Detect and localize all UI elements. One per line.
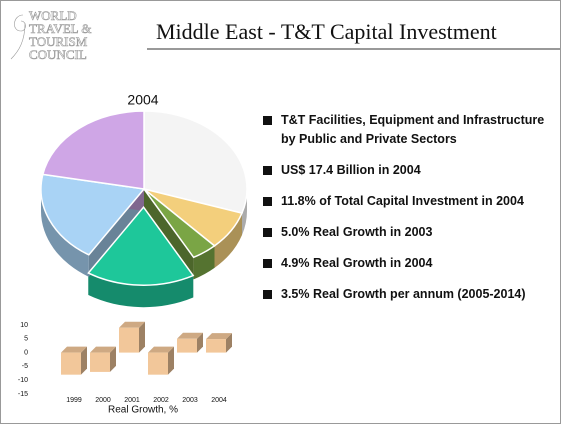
- bullet-list: T&T Facilities, Equipment and Infrastruc…: [263, 111, 553, 316]
- logo-line: WORLD: [29, 8, 77, 23]
- bar-top: [206, 333, 232, 340]
- pie-side: [88, 273, 194, 308]
- bullet: 5.0% Real Growth in 2003: [263, 223, 553, 242]
- bar-top: [90, 346, 116, 353]
- bullet: 11.8% of Total Capital Investment in 200…: [263, 192, 553, 211]
- pie-title: 2004: [127, 92, 158, 108]
- pie-slice: [40, 173, 146, 256]
- bar: [119, 327, 139, 353]
- logo: WORLD TRAVEL & TOURISM COUNCIL: [10, 8, 92, 62]
- x-tick-label: 2004: [211, 397, 227, 404]
- slide-title: Middle East - T&T Capital Investment: [156, 19, 497, 44]
- bar-top: [119, 321, 145, 328]
- pie-slice: [143, 110, 248, 214]
- logo-line: TRAVEL &: [29, 21, 91, 36]
- bar: [148, 352, 168, 375]
- bar-side: [197, 332, 203, 353]
- bar: [177, 338, 197, 353]
- bar-side: [226, 333, 232, 353]
- x-tick-label: 2001: [124, 397, 140, 404]
- x-tick-label: 2003: [182, 397, 198, 404]
- pie-side: [144, 189, 194, 280]
- bullet: US$ 17.4 Billion in 2004: [263, 161, 553, 180]
- y-tick-label: -15: [18, 391, 28, 398]
- x-tick-label: 2002: [153, 397, 169, 404]
- x-axis-label: Real Growth, %: [108, 405, 178, 416]
- y-tick-label: 0: [24, 349, 28, 356]
- bar-side: [110, 346, 116, 372]
- pie-side: [193, 245, 215, 280]
- bar-side: [168, 346, 174, 375]
- pie-side: [214, 213, 242, 268]
- pie-slice: [143, 188, 216, 259]
- bar-top: [177, 332, 203, 339]
- pie-slice: [41, 110, 145, 190]
- bar-side: [81, 346, 87, 375]
- bar-top: [61, 346, 87, 353]
- pie-side: [241, 189, 247, 236]
- bar-side: [139, 321, 145, 353]
- y-tick-label: -10: [18, 377, 28, 384]
- x-tick-label: 1999: [66, 397, 82, 404]
- bar: [61, 352, 81, 375]
- bullet: T&T Facilities, Equipment and Infrastruc…: [263, 111, 553, 149]
- bar-top: [148, 346, 174, 353]
- logo-line: COUNCIL: [29, 47, 87, 62]
- y-tick-label: 5: [24, 336, 28, 343]
- y-tick-label: 10: [20, 322, 28, 329]
- bullet: 3.5% Real Growth per annum (2005-2014): [263, 285, 553, 304]
- logo-mark: [10, 14, 26, 60]
- bar: [90, 352, 110, 372]
- bar: [206, 339, 226, 353]
- bullet: 4.9% Real Growth in 2004: [263, 254, 553, 273]
- y-tick-label: -5: [22, 363, 28, 370]
- pie-side: [41, 189, 89, 277]
- logo-line: TOURISM: [29, 34, 88, 49]
- x-tick-label: 2000: [95, 397, 111, 404]
- pie-slice: [87, 205, 195, 286]
